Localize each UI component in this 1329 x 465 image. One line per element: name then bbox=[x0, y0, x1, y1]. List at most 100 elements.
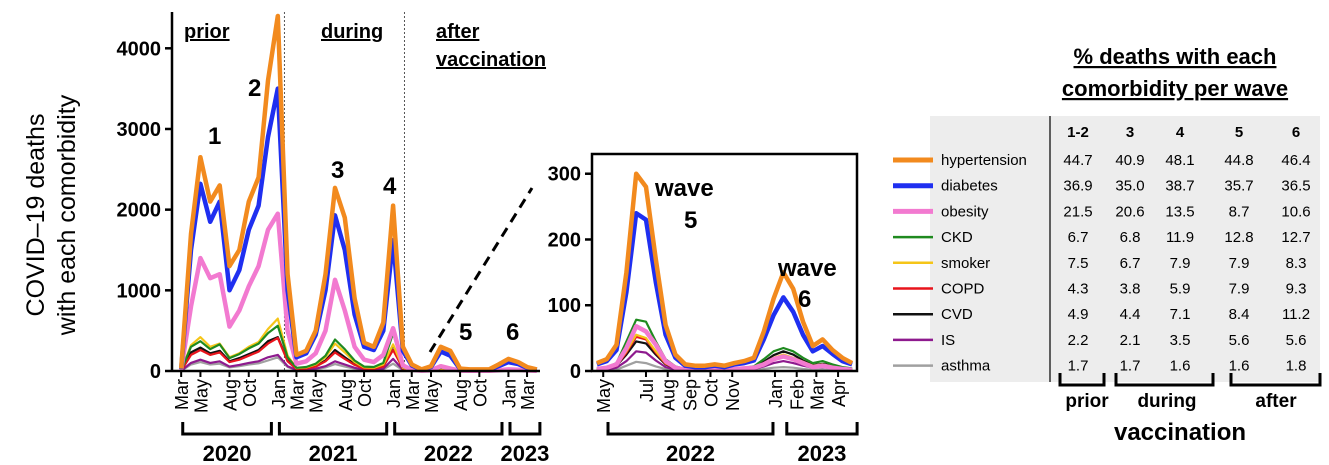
year-bracket bbox=[395, 422, 502, 434]
table-cell: 11.9 bbox=[1166, 229, 1194, 246]
x-tick-label: Oct bbox=[355, 379, 375, 407]
inset-x-tick-label: May bbox=[594, 379, 614, 413]
x-tick-label: Jan bbox=[499, 379, 519, 408]
wave-label-3: 3 bbox=[331, 157, 344, 184]
x-tick-label: Oct bbox=[240, 379, 260, 407]
y-axis-label-line2: with each comorbidity bbox=[53, 94, 81, 336]
inset-x-tick-label: Apr bbox=[829, 379, 849, 407]
table-cell: 7.1 bbox=[1170, 306, 1191, 323]
table-cell: 35.0 bbox=[1115, 178, 1144, 195]
x-tick-label: Jan bbox=[269, 379, 289, 408]
table-footer-prior: prior bbox=[1065, 391, 1109, 412]
inset-y-tick-label: 0 bbox=[570, 361, 581, 383]
inset-x-tick-label: Jul bbox=[637, 379, 657, 402]
y-tick-label: 3000 bbox=[117, 119, 162, 141]
table-cell: 6.8 bbox=[1120, 229, 1141, 246]
table-column-header: 1-2 bbox=[1067, 124, 1089, 141]
table-cell: 21.5 bbox=[1063, 203, 1092, 220]
comorbidity-table: % deaths with each comorbidity per wave … bbox=[893, 44, 1320, 446]
table-cell: 4.3 bbox=[1068, 281, 1089, 298]
table-cell: 5.6 bbox=[1229, 332, 1250, 349]
x-tick-label: Mar bbox=[518, 379, 538, 410]
inset-year-bracket bbox=[608, 422, 773, 434]
table-cell: 6.7 bbox=[1068, 229, 1089, 246]
period-label-prior: prior bbox=[184, 21, 230, 43]
table-cell: 3.8 bbox=[1120, 281, 1141, 298]
inset-x-tick-label: Nov bbox=[723, 379, 743, 411]
table-cell: 1.7 bbox=[1068, 358, 1089, 375]
inset-wave6-number: 6 bbox=[798, 286, 811, 313]
table-row-label: CVD bbox=[941, 306, 973, 323]
wave-label-2: 2 bbox=[248, 75, 261, 102]
year-bracket bbox=[183, 422, 272, 434]
inset-year-label: 2023 bbox=[797, 441, 846, 465]
y-tick-label: 4000 bbox=[117, 38, 162, 60]
table-cell: 13.5 bbox=[1165, 203, 1194, 220]
x-tick-label: Jan bbox=[384, 379, 404, 408]
inset-wave5-word: wave bbox=[654, 175, 714, 202]
table-cell: 8.4 bbox=[1229, 306, 1250, 323]
wave-label-4: 4 bbox=[383, 173, 397, 200]
table-cell: 36.5 bbox=[1281, 178, 1310, 195]
x-tick-label: Mar bbox=[172, 379, 192, 410]
table-cell: 1.6 bbox=[1229, 358, 1250, 375]
x-tick-label: Aug bbox=[220, 379, 240, 411]
table-footer-during: during bbox=[1137, 391, 1196, 412]
table-cell: 2.1 bbox=[1120, 332, 1141, 349]
table-cell: 5.6 bbox=[1286, 332, 1307, 349]
table-row-label: hypertension bbox=[941, 152, 1027, 169]
x-tick-label: Mar bbox=[403, 379, 423, 410]
table-cell: 12.8 bbox=[1224, 229, 1253, 246]
inset-wave5-number: 5 bbox=[684, 207, 697, 234]
x-tick-label: Mar bbox=[287, 379, 307, 410]
x-tick-label: Aug bbox=[451, 379, 471, 411]
table-cell: 1.6 bbox=[1170, 358, 1191, 375]
inset-y-tick-label: 300 bbox=[548, 164, 581, 186]
inset-x-tick-label: Mar bbox=[807, 379, 827, 410]
inset-y-tick-label: 200 bbox=[548, 229, 581, 251]
inset-y-tick-label: 100 bbox=[548, 295, 581, 317]
x-tick-label: May bbox=[422, 379, 442, 413]
inset-x-tick-label: Feb bbox=[788, 379, 808, 410]
table-row-label: asthma bbox=[941, 358, 991, 375]
y-tick-label: 0 bbox=[150, 361, 161, 383]
table-cell: 6.7 bbox=[1120, 255, 1141, 272]
table-cell: 46.4 bbox=[1281, 152, 1310, 169]
table-row-label: COPD bbox=[941, 281, 985, 298]
year-bracket bbox=[510, 422, 540, 434]
year-label: 2021 bbox=[309, 441, 358, 465]
table-row-label: IS bbox=[941, 332, 955, 349]
y-tick-label: 2000 bbox=[117, 200, 162, 222]
period-label-vaccination: vaccination bbox=[436, 49, 546, 71]
table-cell: 7.9 bbox=[1170, 255, 1191, 272]
table-cell: 8.3 bbox=[1286, 255, 1307, 272]
table-cell: 36.9 bbox=[1063, 178, 1092, 195]
table-row-label: obesity bbox=[941, 203, 989, 220]
table-row-label: diabetes bbox=[941, 178, 998, 195]
table-cell: 4.4 bbox=[1120, 306, 1141, 323]
inset-x-tick-label: Oct bbox=[701, 379, 721, 407]
table-title-line2: comorbidity per wave bbox=[1062, 76, 1288, 101]
inset-chart: 0 100 200 300 May Jul Aug Sep Oct Nov Jan Feb Mar Apr… bbox=[548, 154, 857, 465]
y-tick-label: 1000 bbox=[117, 280, 162, 302]
x-tick-label: Oct bbox=[470, 379, 490, 407]
table-cell: 5.9 bbox=[1170, 281, 1191, 298]
table-column-header: 5 bbox=[1235, 124, 1243, 141]
inset-x-tick-label: Jan bbox=[766, 379, 786, 408]
x-tick-label: May bbox=[307, 379, 327, 413]
table-cell: 7.5 bbox=[1068, 255, 1089, 272]
table-footer-vaccination: vaccination bbox=[1114, 419, 1246, 446]
wave-label-1: 1 bbox=[208, 123, 221, 150]
wave-label-6: 6 bbox=[506, 319, 519, 346]
table-cell: 8.7 bbox=[1229, 203, 1250, 220]
table-title-line1: % deaths with each bbox=[1074, 44, 1277, 69]
inset-x-tick-label: Aug bbox=[659, 379, 679, 411]
table-cell: 11.2 bbox=[1282, 306, 1310, 323]
table-cell: 1.8 bbox=[1286, 358, 1307, 375]
table-cell: 4.9 bbox=[1068, 306, 1089, 323]
table-column-header: 3 bbox=[1126, 124, 1134, 141]
year-bracket bbox=[279, 422, 386, 434]
table-cell: 7.9 bbox=[1229, 255, 1250, 272]
